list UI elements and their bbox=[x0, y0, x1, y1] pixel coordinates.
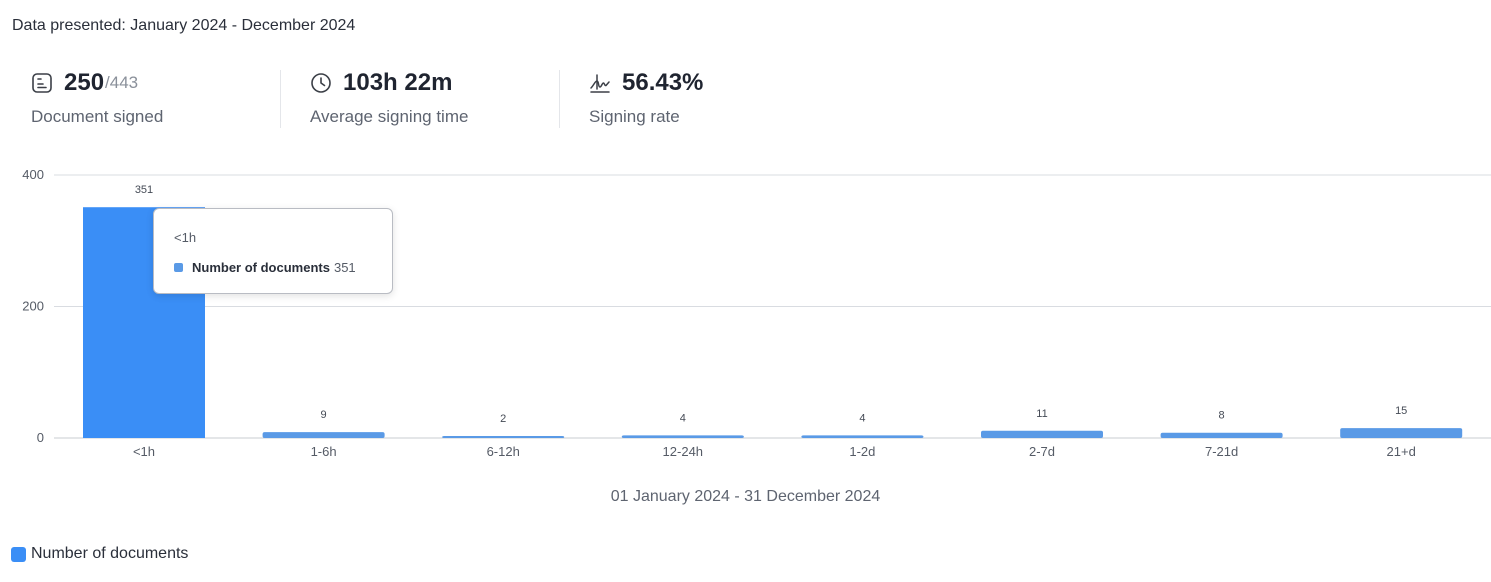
x-tick-label: <1h bbox=[133, 444, 155, 459]
data-label: 9 bbox=[321, 409, 327, 421]
tooltip-swatch bbox=[174, 263, 183, 272]
data-label: 11 bbox=[1036, 408, 1047, 420]
stat-divider bbox=[559, 70, 560, 128]
clock-icon bbox=[310, 72, 332, 94]
tooltip-series-name: Number of documents bbox=[192, 260, 330, 275]
bar-7-21d[interactable] bbox=[1160, 432, 1283, 438]
data-label: 2 bbox=[500, 413, 506, 425]
stat-documents-signed: 250 /443 Document signed bbox=[31, 66, 163, 128]
x-tick-label: 21+d bbox=[1387, 444, 1416, 459]
y-tick-label: 200 bbox=[22, 299, 44, 314]
stats-bar: 250 /443 Document signed 103h 22m Averag… bbox=[0, 66, 900, 130]
stat-value: 250 bbox=[64, 69, 105, 96]
stat-average-signing-time: 103h 22m Average signing time bbox=[310, 66, 468, 128]
data-period-text: Data presented: January 2024 - December … bbox=[12, 17, 356, 34]
tooltip-row: Number of documents 351 bbox=[174, 260, 356, 275]
stat-value: 56.43% bbox=[622, 69, 704, 96]
tooltip-title: <1h bbox=[174, 230, 197, 245]
signature-icon bbox=[589, 72, 611, 94]
x-tick-label: 1-6h bbox=[311, 444, 337, 459]
x-axis-title: 01 January 2024 - 31 December 2024 bbox=[610, 488, 881, 505]
chart-legend[interactable]: Number of documents bbox=[11, 545, 188, 563]
stat-label: Average signing time bbox=[310, 107, 469, 126]
tooltip-value: 351 bbox=[333, 260, 356, 275]
x-tick-label: 7-21d bbox=[1205, 444, 1238, 459]
stat-label: Signing rate bbox=[589, 107, 680, 126]
document-icon bbox=[31, 72, 53, 94]
bar-1-2d[interactable] bbox=[801, 435, 924, 438]
x-tick-label: 2-7d bbox=[1029, 444, 1055, 459]
y-tick-label: 0 bbox=[37, 430, 44, 445]
stat-label: Document signed bbox=[31, 107, 164, 126]
stat-signing-rate: 56.43% Signing rate bbox=[589, 66, 703, 128]
x-tick-label: 1-2d bbox=[849, 444, 875, 459]
data-label: 15 bbox=[1395, 405, 1407, 417]
x-tick-label: 6-12h bbox=[487, 444, 520, 459]
bar-12-24h[interactable] bbox=[621, 435, 744, 438]
bar-chart: 0 200 400 351 <1h 9 1-6h 2 6-12h 4 12-24h 4 1-2d 11 2-… bbox=[22, 167, 1491, 459]
bar-1-6h[interactable] bbox=[262, 432, 385, 438]
stat-divider bbox=[280, 70, 281, 128]
stat-total: /443 bbox=[105, 73, 139, 92]
bar-6-12h[interactable] bbox=[442, 436, 565, 438]
x-tick-label: 12-24h bbox=[663, 444, 703, 459]
bar-21+d[interactable] bbox=[1340, 428, 1463, 438]
data-label: 8 bbox=[1219, 410, 1225, 422]
stat-value: 103h 22m bbox=[343, 69, 453, 96]
chart-tooltip: <1h Number of documents 351 bbox=[153, 208, 393, 294]
bar-2-7d[interactable] bbox=[981, 430, 1103, 438]
data-label: 351 bbox=[135, 184, 153, 196]
data-label: 4 bbox=[859, 412, 865, 424]
data-label: 4 bbox=[680, 412, 686, 424]
y-tick-label: 400 bbox=[22, 167, 44, 182]
legend-swatch bbox=[11, 546, 26, 562]
legend-label: Number of documents bbox=[31, 545, 189, 562]
